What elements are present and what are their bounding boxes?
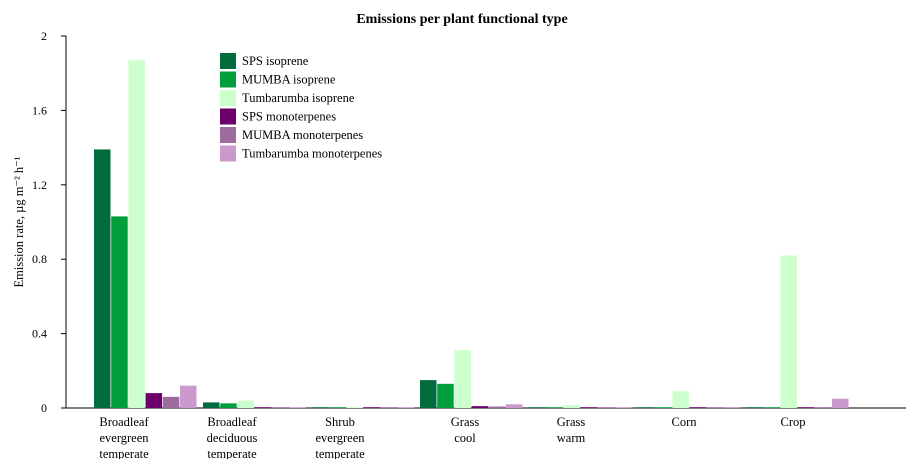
bar — [471, 406, 489, 408]
bar — [763, 407, 780, 408]
legend-swatch — [220, 90, 236, 106]
bar — [706, 407, 724, 408]
x-category-label: Shrub evergreen temperate — [315, 415, 365, 459]
bar — [746, 407, 763, 408]
bar — [655, 407, 672, 408]
bar — [94, 149, 111, 408]
x-category-label: Grass cool — [451, 415, 480, 445]
bar — [180, 385, 197, 408]
legend-item-label: SPS isoprene — [242, 54, 309, 68]
bar — [128, 60, 145, 409]
x-category-label: Crop — [781, 415, 806, 429]
y-tick-label: 0 — [41, 401, 47, 415]
legend-swatch — [220, 145, 236, 162]
x-category-label: Grass warm — [557, 415, 586, 445]
bar — [546, 407, 563, 408]
bar — [398, 407, 415, 408]
bar — [289, 407, 306, 408]
bar — [529, 407, 546, 408]
bar — [271, 407, 289, 408]
bar — [724, 407, 741, 408]
legend-swatch — [220, 108, 236, 125]
bar — [597, 407, 615, 408]
y-tick-label: 2 — [41, 29, 47, 43]
bar — [220, 403, 237, 408]
bar — [312, 407, 329, 408]
legend-item-label: Tumbarumba monoterpenes — [242, 147, 382, 161]
bar — [203, 402, 220, 408]
y-tick-label: 0.4 — [32, 327, 47, 341]
bar — [780, 255, 797, 408]
chart-title: Emissions per plant functional type — [356, 12, 567, 27]
bar — [615, 407, 632, 408]
bar — [638, 407, 655, 408]
bar — [380, 407, 398, 408]
x-category-labels: Broadleaf evergreen temperate Broadleaf deci… — [99, 415, 805, 459]
legend-swatch — [220, 127, 236, 143]
x-category-label: Broadleaf evergreen temperate — [99, 415, 149, 459]
bar — [454, 350, 471, 408]
bar — [420, 380, 437, 408]
bar — [437, 383, 454, 408]
bar — [254, 407, 272, 408]
bars — [94, 60, 849, 409]
bar — [237, 400, 254, 408]
legend-item-label: MUMBA monoterpenes — [242, 128, 363, 142]
bar — [832, 398, 849, 408]
x-category-label: Corn — [672, 415, 698, 429]
y-axis-label: Emission rate, µg m⁻² h⁻¹ — [12, 156, 26, 287]
legend-item-label: SPS monoterpenes — [242, 110, 336, 124]
legend-item-label: Tumbarumba isoprene — [242, 91, 355, 105]
legend-item-label: MUMBA isoprene — [242, 73, 336, 87]
y-tick-label: 1.2 — [32, 178, 47, 192]
bar — [814, 407, 832, 408]
y-ticks: 0 0.4 0.8 1.2 1.6 2 — [32, 29, 66, 415]
bar — [346, 407, 363, 408]
x-category-label: Broadleaf deciduous temperate — [207, 415, 258, 459]
bar — [111, 216, 128, 408]
bar — [488, 406, 506, 408]
bar — [363, 407, 381, 408]
bar — [145, 393, 163, 408]
bar — [506, 404, 523, 408]
bar — [162, 396, 180, 408]
bar — [329, 407, 346, 408]
y-tick-label: 1.6 — [32, 103, 47, 117]
legend-swatch — [220, 53, 236, 69]
bar — [672, 391, 689, 408]
bar — [797, 407, 815, 408]
legend-swatch — [220, 71, 236, 88]
bar — [689, 407, 707, 408]
bar — [563, 405, 580, 408]
legend: SPS isoprene MUMBA isoprene Tumbarumba iso… — [220, 53, 382, 162]
y-tick-label: 0.8 — [32, 252, 47, 266]
bar — [580, 407, 598, 408]
